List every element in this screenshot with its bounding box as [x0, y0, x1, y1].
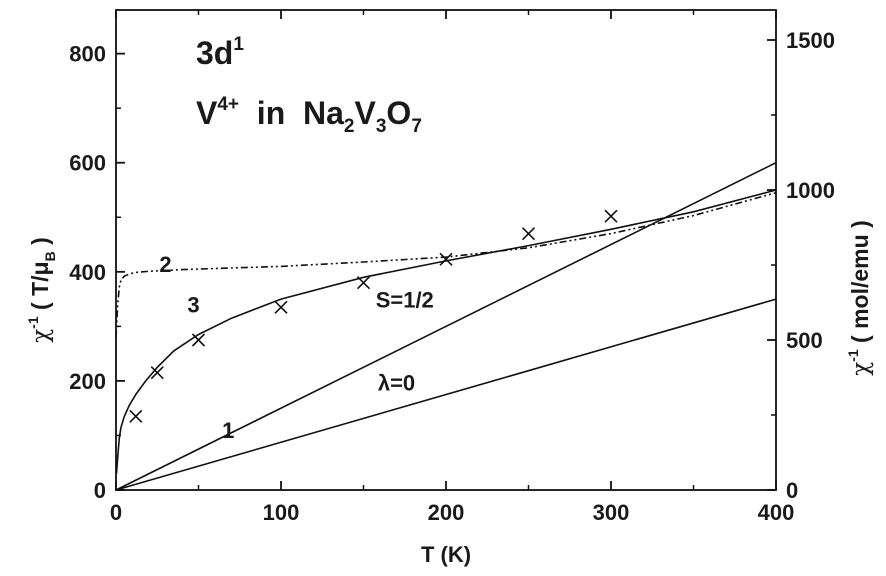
curve-annotation: 3	[187, 293, 199, 318]
data-point-x-marker	[356, 276, 371, 290]
x-tick-label: 200	[428, 500, 465, 525]
plot-frame	[115, 9, 777, 491]
data-point-x-marker	[274, 300, 288, 314]
curve-annotation: λ=0	[378, 371, 415, 396]
chart-title-line-2: V4+ in Na2V3O7	[196, 94, 422, 137]
data-point-x-marker	[439, 252, 453, 266]
y-left-tick-label: 600	[69, 151, 106, 176]
y-left-tick-label: 800	[69, 42, 106, 67]
x-axis-label: T (K)	[421, 542, 471, 567]
x-tick-label: 400	[758, 500, 795, 525]
data-point-x-marker	[521, 227, 536, 241]
y-left-tick-label: 400	[69, 260, 106, 285]
y-right-tick-label: 500	[786, 328, 823, 353]
y-axis-label-right: χ-1 ( mol/emu )	[845, 220, 874, 375]
curve-annotation: 1	[222, 418, 234, 443]
data-point-x-marker	[129, 409, 143, 423]
curve-2	[115, 191, 777, 338]
curve-annotation: S=1/2	[376, 287, 434, 312]
y-right-tick-label: 1500	[786, 28, 835, 53]
chart-title-line-1: 3d1	[196, 34, 244, 71]
y-right-tick-label: 1000	[786, 178, 835, 203]
curve-lambda-0	[115, 298, 777, 491]
x-tick-label: 0	[110, 500, 122, 525]
y-axis-label-left: χ-1 ( T/μB )	[25, 237, 58, 343]
data-point-x-marker	[604, 209, 618, 223]
x-tick-label: 300	[593, 500, 630, 525]
data-point-x-marker	[191, 333, 206, 347]
x-tick-label: 100	[263, 500, 300, 525]
plot-area: 0 100 200 300 400020040060080005001000150012…	[69, 9, 835, 525]
y-left-tick-label: 0	[94, 478, 106, 503]
data-point-x-marker	[150, 366, 164, 380]
y-right-tick-label: 0	[786, 478, 798, 503]
curve-3	[115, 189, 777, 474]
y-left-tick-label: 200	[69, 369, 106, 394]
curve-annotation: 2	[159, 252, 171, 277]
